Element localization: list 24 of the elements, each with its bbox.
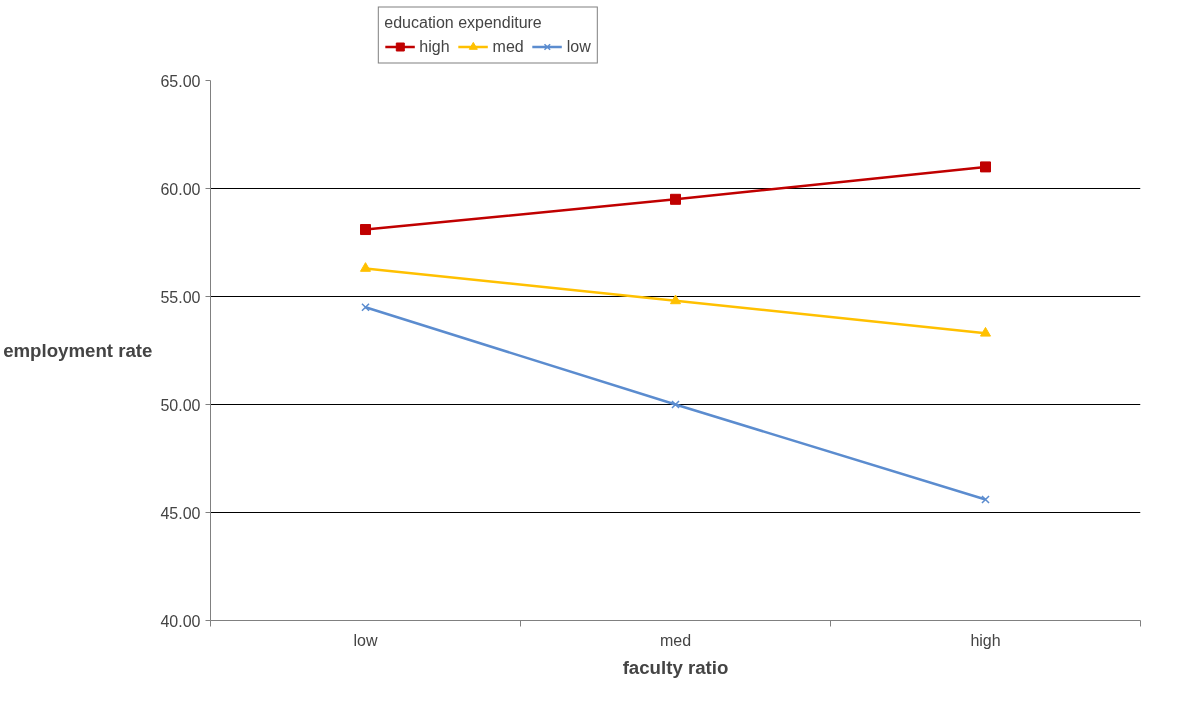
legend-label: high <box>419 37 450 56</box>
point <box>980 326 991 337</box>
point <box>981 495 990 504</box>
x-tick-label: high <box>970 631 1001 649</box>
y-tick-label: 50.00 <box>160 396 201 414</box>
y-tick-label: 40.00 <box>160 612 201 630</box>
point <box>980 161 991 173</box>
point <box>670 193 681 205</box>
y-tick-label: 55.00 <box>160 288 201 306</box>
legend-title: education expenditure <box>384 13 543 32</box>
point <box>360 224 371 236</box>
y-tick-label: 60.00 <box>160 180 201 198</box>
x-tick-label: med <box>659 631 692 649</box>
y-tick-label: 45.00 <box>160 504 201 522</box>
legend-label: low <box>566 37 591 56</box>
x-tick-label: low <box>353 631 378 649</box>
y-tick-label: 65.00 <box>160 72 201 90</box>
legend-label: med <box>492 37 524 56</box>
point <box>360 262 371 272</box>
point <box>671 400 680 409</box>
y-axis-title: employment rate <box>3 340 153 361</box>
point <box>670 294 681 305</box>
x-axis-title: faculty ratio <box>622 656 729 678</box>
point <box>361 303 370 312</box>
